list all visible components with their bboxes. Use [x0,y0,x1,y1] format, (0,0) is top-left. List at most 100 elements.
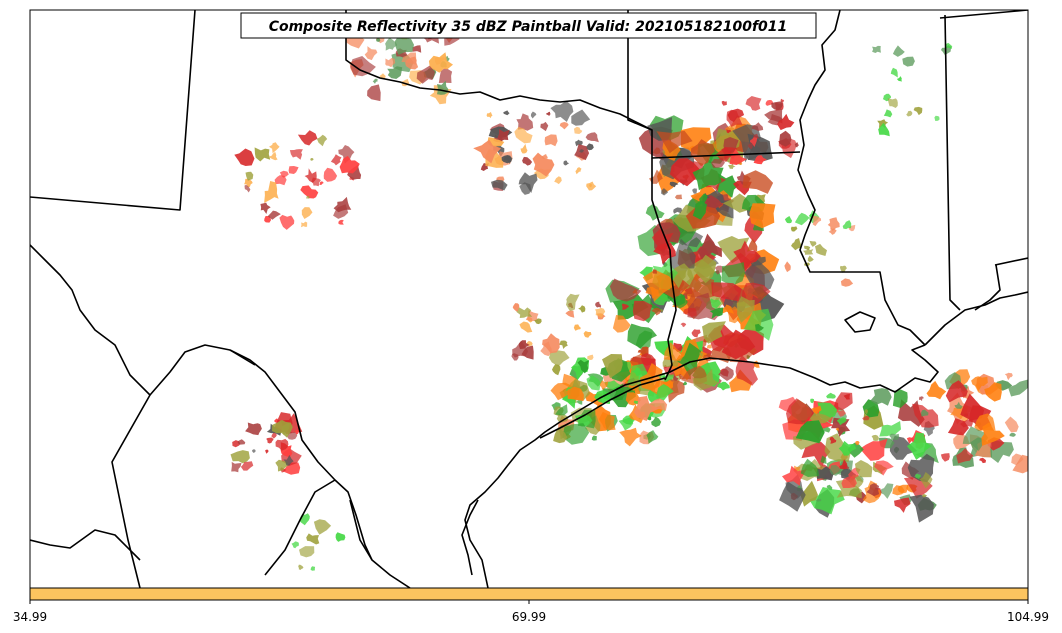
reflectivity-blob [721,262,745,286]
reflectivity-blob [641,353,656,366]
reflectivity-blob [954,401,963,409]
reflectivity-blob [718,366,734,381]
reflectivity-blob [364,46,378,61]
reflectivity-blob [298,564,304,570]
reflectivity-blob [809,412,832,424]
reflectivity-blob [556,413,569,423]
reflectivity-blob [670,158,700,187]
reflectivity-blob [864,409,868,415]
reflectivity-blob [922,494,928,498]
reflectivity-blob [673,375,679,381]
reflectivity-blob [319,181,324,185]
reflectivity-blob [271,431,277,439]
reflectivity-blob [945,42,953,49]
reflectivity-blob [816,498,822,502]
reflectivity-blob [791,238,802,251]
reflectivity-blob [673,207,683,214]
reflectivity-blob [680,127,712,152]
reflectivity-blob [782,465,807,486]
reflectivity-blob [310,566,316,571]
reflectivity-blob [385,37,398,51]
reflectivity-blob [697,233,722,259]
reflectivity-blob [836,417,847,426]
reflectivity-blob [921,409,929,417]
reflectivity-blobs [230,16,1028,571]
reflectivity-blob [953,431,971,450]
reflectivity-blob [268,151,278,161]
reflectivity-blob [520,143,528,154]
reflectivity-blob [745,96,762,111]
reflectivity-blob [275,438,289,451]
reflectivity-blob [579,149,584,153]
reflectivity-blob [491,179,508,191]
reflectivity-blob [811,405,822,415]
reflectivity-blob [1008,379,1028,397]
reflectivity-blob [889,433,899,442]
reflectivity-blob [304,168,317,183]
reflectivity-blob [279,214,295,230]
reflectivity-blob [260,202,271,214]
reflectivity-blob [350,56,376,77]
reflectivity-blob [702,352,712,362]
reflectivity-blob [777,113,795,131]
reflectivity-blob [604,380,621,390]
reflectivity-blob [645,204,665,221]
reflectivity-blob [503,110,510,116]
state-boundaries [30,10,1028,588]
reflectivity-blob [707,344,712,349]
reflectivity-blob [750,136,758,147]
reflectivity-blob [800,458,820,477]
reflectivity-blob [693,254,717,284]
reflectivity-blob [912,403,939,428]
reflectivity-blob [621,303,630,310]
reflectivity-blob [737,296,755,323]
reflectivity-blob [546,111,551,116]
reflectivity-blob [892,485,905,496]
reflectivity-blob [562,423,590,445]
reflectivity-blob [514,126,533,144]
reflectivity-blob [619,427,642,447]
reflectivity-blob [862,415,870,421]
reflectivity-blob [839,459,848,470]
reflectivity-blob [859,438,888,461]
reflectivity-blob [728,163,736,169]
reflectivity-blob [551,402,561,411]
reflectivity-blob [956,448,974,464]
reflectivity-blob [779,130,792,147]
reflectivity-blob [646,430,659,444]
reflectivity-blob [1011,453,1024,466]
reflectivity-blob [691,329,701,338]
reflectivity-blob [585,132,599,143]
reflectivity-blob [794,142,799,148]
reflectivity-blob [717,381,730,391]
reflectivity-blob [521,345,534,360]
reflectivity-blob [815,243,827,256]
reflectivity-blob [906,110,913,117]
reflectivity-blob [338,145,355,164]
reflectivity-blob [612,315,631,333]
reflectivity-blob [567,386,584,402]
reflectivity-blob [795,420,825,444]
reflectivity-blob [656,384,674,401]
reflectivity-blob [573,126,583,134]
reflectivity-blob [721,329,756,360]
reflectivity-blob [812,215,822,227]
reflectivity-blob [971,376,988,392]
reflectivity-blob [534,318,542,325]
reflectivity-blob [367,84,381,102]
reflectivity-blob [826,484,833,490]
reflectivity-blob [800,480,818,507]
reflectivity-blob [699,352,703,357]
reflectivity-blob [784,216,793,224]
reflectivity-blob [726,109,743,127]
title-box [240,12,817,39]
reflectivity-blob [652,269,657,274]
reflectivity-blob [288,166,299,174]
reflectivity-blob [602,354,623,379]
reflectivity-blob [692,158,724,191]
reflectivity-blob [516,307,533,318]
reflectivity-blob [753,155,767,165]
reflectivity-blob [385,57,396,68]
reflectivity-blob [267,210,281,220]
reflectivity-blob [563,160,570,166]
